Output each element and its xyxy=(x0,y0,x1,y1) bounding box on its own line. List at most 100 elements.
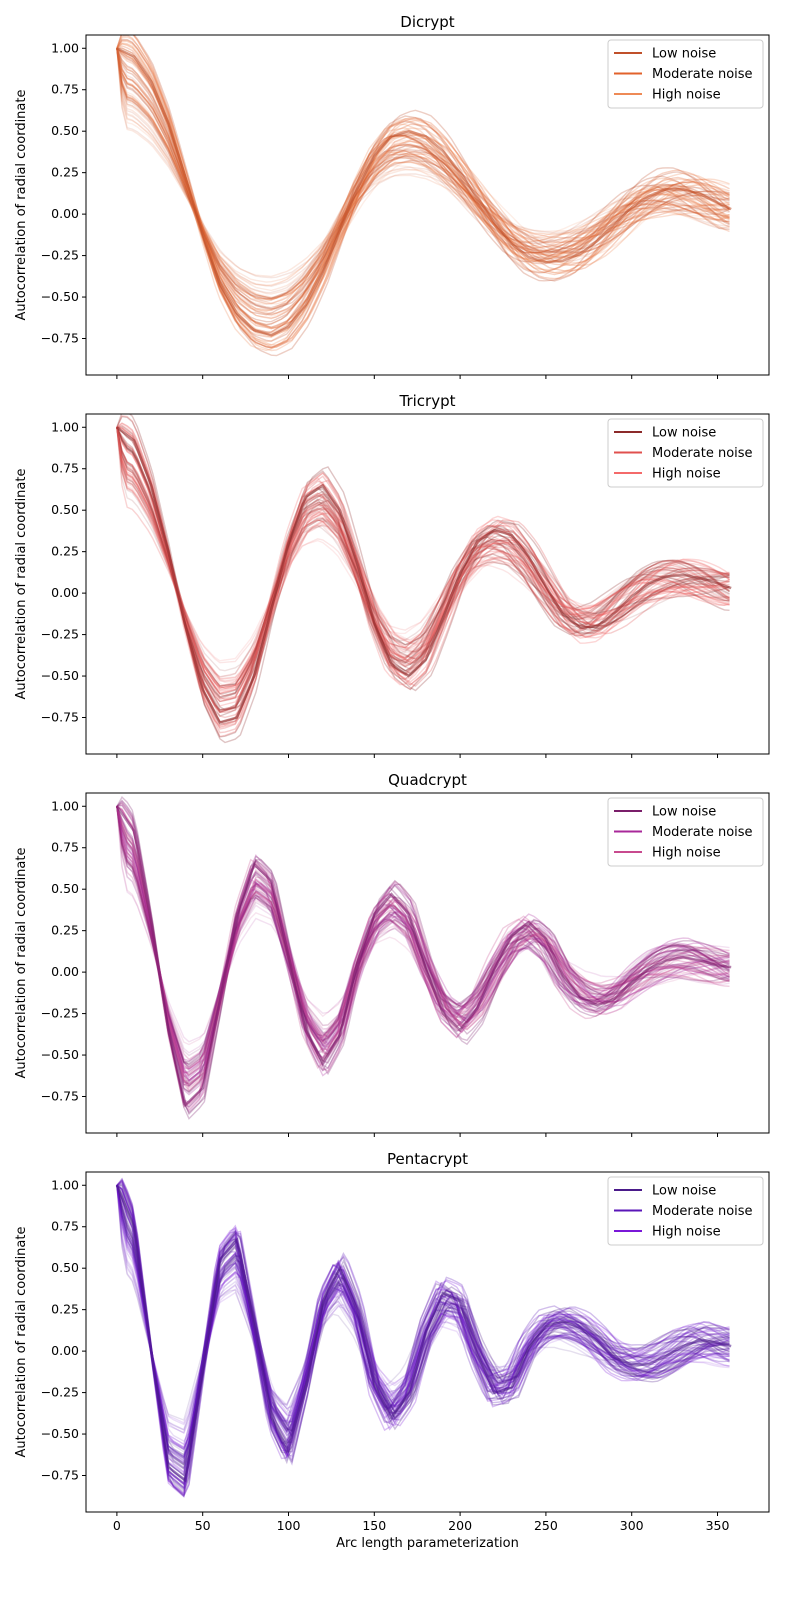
noise-curve xyxy=(116,1185,730,1459)
legend-label: Moderate noise xyxy=(652,825,753,840)
legend-label: High noise xyxy=(652,467,721,482)
noise-curve xyxy=(116,48,730,329)
noise-curve xyxy=(116,427,730,692)
noise-curve xyxy=(116,48,730,310)
noise-curve xyxy=(116,48,730,320)
noise-curve xyxy=(116,48,730,310)
noise-curve xyxy=(116,1185,730,1451)
noise-curve xyxy=(116,42,730,346)
noise-curve xyxy=(116,1185,730,1458)
noise-curve xyxy=(116,806,730,1066)
y-tick-label: 1.00 xyxy=(51,40,79,55)
noise-curve xyxy=(116,1185,730,1466)
noise-curve xyxy=(116,427,730,692)
noise-curve xyxy=(116,427,730,684)
noise-curve xyxy=(116,427,730,713)
axes-frame xyxy=(85,792,770,1134)
noise-curve xyxy=(116,45,730,338)
axes-frame xyxy=(85,1171,770,1513)
panel-title: Dicrypt xyxy=(400,13,455,31)
axes-frame xyxy=(85,34,770,376)
noise-curve xyxy=(116,427,730,697)
noise-curve xyxy=(116,1185,730,1434)
noise-curve xyxy=(116,48,730,312)
curve-group xyxy=(115,1177,732,1498)
legend: Low noise Moderate noise High noise xyxy=(607,1176,764,1246)
axes-frame xyxy=(85,413,770,755)
noise-curve xyxy=(116,48,730,279)
noise-curve xyxy=(116,427,730,711)
noise-curve xyxy=(116,427,730,714)
x-tick-label: 350 xyxy=(706,1518,730,1533)
noise-curve xyxy=(116,1184,730,1486)
y-tick-label: −0.75 xyxy=(41,1089,79,1104)
noise-curve xyxy=(116,38,730,349)
noise-curve xyxy=(116,427,730,699)
noise-curve xyxy=(116,1185,730,1431)
noise-curve xyxy=(116,427,730,703)
noise-curve xyxy=(116,806,730,1084)
noise-curve xyxy=(116,427,730,687)
noise-curve xyxy=(116,424,730,730)
legend: Low noise Moderate noise High noise xyxy=(607,797,764,867)
noise-curve xyxy=(116,806,730,1070)
noise-curve xyxy=(116,427,730,678)
panel-dicrypt: Dicrypt Autocorrelation of radial coordi… xyxy=(14,13,770,379)
noise-curve xyxy=(116,48,730,309)
noise-curve xyxy=(116,426,730,714)
noise-curve xyxy=(116,806,730,1074)
y-tick-label: 0.50 xyxy=(51,123,79,138)
y-tick-label: 0.00 xyxy=(51,585,79,600)
noise-curve xyxy=(116,35,730,349)
y-axis-label: Autocorrelation of radial coordinate xyxy=(14,469,29,700)
legend-label: High noise xyxy=(652,846,721,861)
noise-curve xyxy=(116,806,730,1077)
legend-label: Low noise xyxy=(652,47,716,62)
noise-curve xyxy=(116,48,730,292)
noise-curve xyxy=(116,415,730,738)
y-tick-label: 0.75 xyxy=(51,461,79,476)
noise-curve xyxy=(116,48,730,302)
panel-tricrypt: Tricrypt Autocorrelation of radial coord… xyxy=(14,392,770,758)
noise-curve xyxy=(116,427,730,695)
noise-curve xyxy=(116,1180,730,1498)
noise-curve xyxy=(116,1185,730,1449)
noise-curve xyxy=(116,48,730,301)
curve-group xyxy=(116,35,732,357)
noise-curve xyxy=(116,47,730,329)
noise-curve xyxy=(116,427,730,701)
noise-curve xyxy=(116,48,730,300)
legend-label: Low noise xyxy=(652,1184,716,1199)
y-tick-label: −0.50 xyxy=(41,668,79,683)
noise-curve xyxy=(116,427,730,701)
y-tick-label: 0.00 xyxy=(51,964,79,979)
noise-curve xyxy=(116,48,730,288)
noise-curve xyxy=(116,1185,730,1421)
y-tick-label: 0.25 xyxy=(51,544,79,559)
noise-curve xyxy=(116,48,730,294)
legend-box xyxy=(607,418,764,488)
y-tick-label: 0.25 xyxy=(51,923,79,938)
noise-curve xyxy=(116,427,730,687)
legend-label: Low noise xyxy=(652,426,716,441)
noise-curve xyxy=(116,48,730,301)
noise-curve xyxy=(116,1185,730,1470)
panel-pentacrypt: Pentacrypt Autocorrelation of radial coo… xyxy=(14,1150,770,1551)
legend-label: High noise xyxy=(652,1225,721,1240)
noise-curve xyxy=(116,1185,730,1473)
legend: Low noise Moderate noise High noise xyxy=(607,418,764,488)
noise-curve xyxy=(116,427,730,712)
noise-curve xyxy=(116,1180,730,1496)
noise-curve xyxy=(116,806,730,1054)
noise-curve xyxy=(116,427,730,711)
noise-curve xyxy=(116,1185,730,1450)
noise-curve xyxy=(116,48,730,314)
legend-box xyxy=(607,39,764,109)
legend-label: Moderate noise xyxy=(652,1204,753,1219)
legend-box xyxy=(607,797,764,867)
y-tick-label: −0.50 xyxy=(41,289,79,304)
curve-group xyxy=(116,414,732,744)
y-tick-label: 0.25 xyxy=(51,1302,79,1317)
noise-curve xyxy=(116,427,730,690)
noise-curve xyxy=(116,427,730,662)
